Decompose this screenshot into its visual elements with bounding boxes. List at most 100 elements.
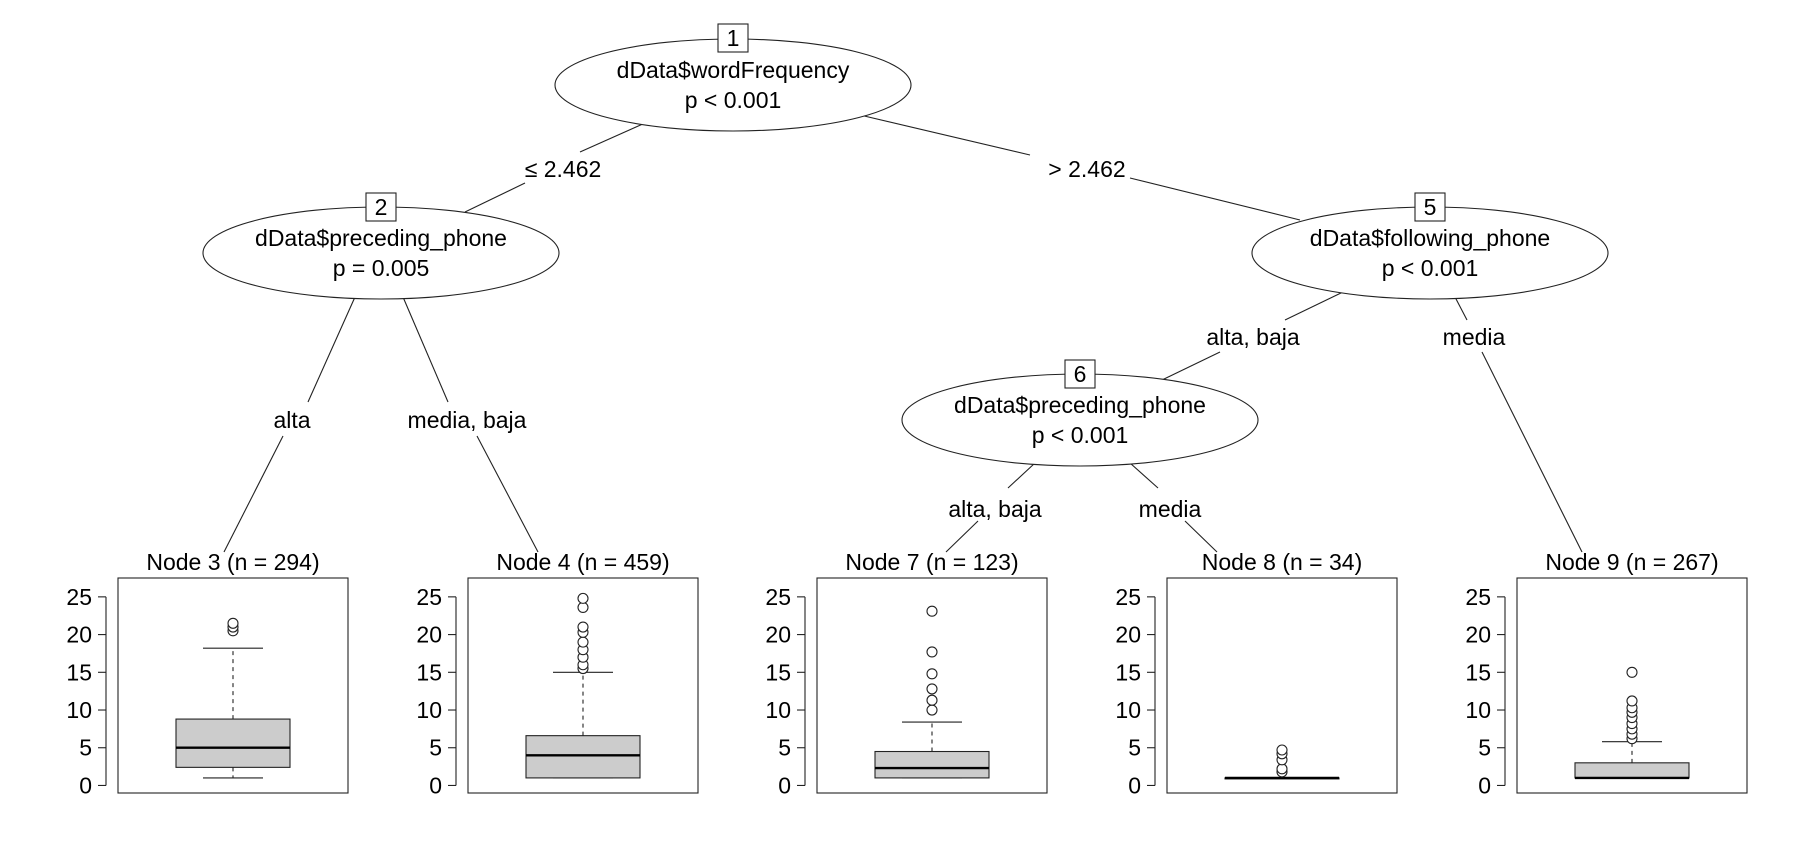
- outlier-point: [227, 617, 239, 629]
- edge-label-2-3: alta: [273, 407, 310, 433]
- node-title: Node 4 (n = 459): [496, 549, 669, 575]
- edge-line-2-4a: [402, 296, 449, 403]
- y-tick-label: 20: [416, 622, 442, 648]
- inner-node-6: 6 dData$preceding_phone p < 0.001: [901, 359, 1259, 467]
- edge-line-2-3a: [307, 296, 356, 403]
- edge-line-5-6b: [1161, 351, 1221, 381]
- outlier-point: [926, 605, 938, 617]
- node-pvalue: p < 0.001: [685, 87, 782, 113]
- terminal-node-1: Node 3 (n = 294) 0 5 10 15 20 25: [66, 549, 349, 798]
- outlier-point: [926, 683, 938, 695]
- node-id-box: [717, 23, 749, 53]
- plot-panel: [117, 577, 349, 794]
- y-tick-label: 0: [1128, 772, 1141, 798]
- y-tick-label: 10: [416, 697, 442, 723]
- terminal-node-5: Node 9 (n = 267) 0 5 10 15 20 25: [1465, 549, 1748, 798]
- terminal-nodes: Node 3 (n = 294) 0 5 10 15 20 25 Node 4 (n = 45…: [66, 549, 1748, 798]
- node-variable: dData$preceding_phone: [954, 392, 1206, 418]
- node-pvalue: p = 0.005: [333, 255, 430, 281]
- outlier-point: [1276, 744, 1288, 756]
- edge-line-6-7a: [1007, 462, 1036, 489]
- y-tick-label: 20: [1465, 622, 1491, 648]
- edge-line-5-6a: [1284, 291, 1344, 321]
- y-tick-label: 10: [765, 697, 791, 723]
- terminal-node-2: Node 4 (n = 459) 0 5 10 15 20 25: [416, 549, 699, 798]
- node-pvalue: p < 0.001: [1032, 422, 1129, 448]
- y-tick-label: 25: [1115, 584, 1141, 610]
- y-tick-label: 5: [79, 735, 92, 761]
- tree-edges: [223, 114, 1583, 553]
- iqr-box: [175, 718, 291, 768]
- plot-panel: [816, 577, 1048, 794]
- node-variable: dData$preceding_phone: [255, 225, 507, 251]
- outlier-point: [1626, 695, 1638, 707]
- outlier-point: [926, 704, 938, 716]
- edge-line-6-8b: [1184, 520, 1218, 553]
- terminal-node-4: Node 8 (n = 34) 0 5 10 15 20 25: [1115, 549, 1398, 798]
- y-tick-label: 15: [1465, 659, 1491, 685]
- inner-node-1: 1 dData$wordFrequency p < 0.001: [554, 23, 912, 132]
- y-tick-label: 5: [429, 735, 442, 761]
- node-id-box: [365, 192, 397, 222]
- outlier-point: [1276, 763, 1288, 775]
- y-tick-label: 20: [1115, 622, 1141, 648]
- y-tick-label: 25: [416, 584, 442, 610]
- node-title: Node 3 (n = 294): [146, 549, 319, 575]
- edge-line-2-4b: [476, 435, 539, 553]
- node-ellipse: [554, 38, 912, 132]
- y-tick-label: 0: [429, 772, 442, 798]
- edge-label-2-4: media, baja: [408, 407, 527, 433]
- edge-line-6-7b: [945, 520, 979, 553]
- edge-label-1-5: > 2.462: [1048, 156, 1125, 182]
- edge-line-1-2b: [464, 182, 526, 213]
- inner-node-5: 5 dData$following_phone p < 0.001: [1251, 192, 1609, 300]
- outlier-point: [926, 694, 938, 706]
- edge-label-5-9: media: [1443, 324, 1506, 350]
- inner-node-2: 2 dData$preceding_phone p = 0.005: [202, 192, 560, 300]
- y-tick-label: 5: [1128, 735, 1141, 761]
- edge-line-1-5a: [859, 114, 1031, 156]
- y-tick-label: 0: [79, 772, 92, 798]
- edge-line-1-5b: [1129, 177, 1301, 221]
- node-title: Node 7 (n = 123): [845, 549, 1018, 575]
- y-tick-label: 10: [66, 697, 92, 723]
- iqr-box: [525, 735, 641, 779]
- y-tick-label: 10: [1465, 697, 1491, 723]
- outlier-point: [926, 646, 938, 658]
- outlier-point: [577, 621, 589, 633]
- y-tick-label: 25: [765, 584, 791, 610]
- edge-line-2-3b: [223, 435, 284, 553]
- node-title: Node 9 (n = 267): [1545, 549, 1718, 575]
- outlier-point: [1626, 666, 1638, 678]
- terminal-node-3: Node 7 (n = 123) 0 5 10 15 20 25: [765, 549, 1048, 798]
- y-tick-label: 5: [1478, 735, 1491, 761]
- edge-label-6-8: media: [1139, 496, 1202, 522]
- y-tick-label: 10: [1115, 697, 1141, 723]
- outlier-point: [577, 601, 589, 613]
- y-tick-label: 15: [66, 659, 92, 685]
- edge-line-5-9a: [1454, 296, 1468, 321]
- outlier-point: [577, 636, 589, 648]
- node-pvalue: p < 0.001: [1382, 255, 1479, 281]
- node-id: 1: [727, 25, 740, 51]
- plot-panel: [1166, 577, 1398, 794]
- y-tick-label: 5: [778, 735, 791, 761]
- outlier-point: [577, 592, 589, 604]
- plot-panel: [467, 577, 699, 794]
- node-title: Node 8 (n = 34): [1202, 549, 1362, 575]
- plot-panel: [1516, 577, 1748, 794]
- y-tick-label: 15: [1115, 659, 1141, 685]
- edge-line-1-2a: [579, 122, 646, 153]
- y-tick-label: 15: [765, 659, 791, 685]
- node-id: 6: [1074, 361, 1087, 387]
- iqr-box: [874, 750, 990, 779]
- y-tick-label: 0: [778, 772, 791, 798]
- y-tick-label: 20: [66, 622, 92, 648]
- edge-line-5-9b: [1481, 351, 1583, 553]
- edge-label-5-6: alta, baja: [1206, 324, 1300, 350]
- node-id: 5: [1424, 194, 1437, 220]
- edge-label-6-7: alta, baja: [948, 496, 1042, 522]
- y-tick-label: 25: [1465, 584, 1491, 610]
- y-tick-label: 0: [1478, 772, 1491, 798]
